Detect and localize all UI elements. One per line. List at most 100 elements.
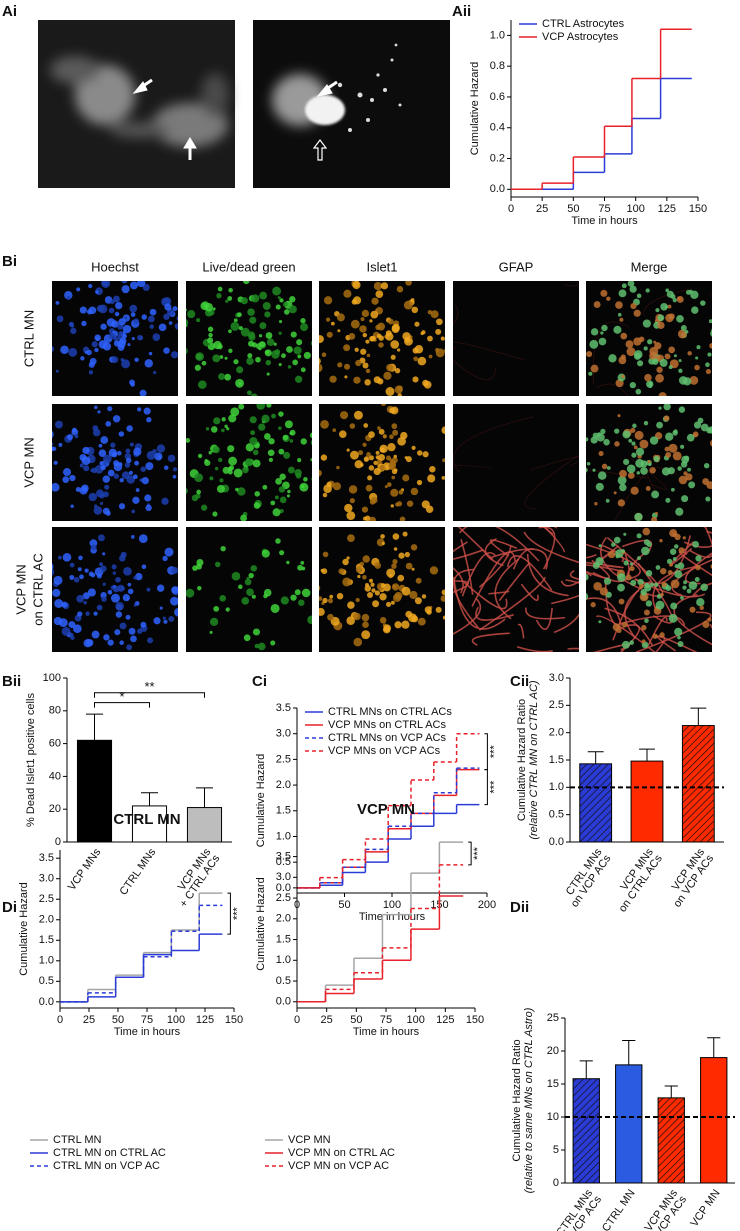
cell [320,420,329,429]
cell [430,310,439,319]
cell [654,511,659,516]
x-tick-label: 100 [626,203,644,215]
cell [196,318,201,323]
cell [668,346,676,354]
cell [643,420,649,426]
cell [319,612,320,616]
cell [714,605,723,614]
cell [601,463,608,470]
x-tick-label: 125 [436,1014,454,1026]
cell [247,353,253,359]
fiber [551,579,579,605]
cell [619,483,627,492]
cell [688,481,696,489]
cell [228,348,233,353]
cell [427,474,436,483]
cell [636,471,640,475]
cell [135,488,140,492]
cell [314,450,317,453]
cell [677,329,687,339]
cell [91,341,98,348]
cell [164,465,169,470]
cell [294,589,301,596]
cell [246,588,254,597]
cell [277,296,281,300]
cell [669,548,677,555]
cell [411,445,416,450]
cell [590,602,596,608]
row-label: VCP MN on CTRL AC [13,553,45,626]
y-tick-label: 1.0 [39,955,54,967]
cell [111,356,119,364]
cell [707,352,712,357]
cell [300,484,305,489]
cell [652,358,659,365]
cell [344,363,351,370]
cell [115,302,123,310]
cell [208,451,212,455]
cell [128,627,136,635]
cell [586,592,589,601]
cell [387,443,396,452]
cell [255,356,261,363]
cell [286,494,291,498]
cell [447,321,453,327]
cell [686,588,692,594]
cell [148,351,153,356]
cell [76,594,85,603]
cell [367,475,373,481]
y-axis-label-line: (relative to same MNs on CTRL Astro) [523,1007,535,1193]
cell [640,460,648,468]
cell [625,574,632,581]
cell [642,319,651,328]
cell [102,552,106,556]
cell [375,450,380,455]
panel-label: Ai [2,3,17,20]
cell [106,318,116,327]
cell [187,310,196,319]
cell [311,477,312,481]
cell [99,501,104,505]
cells [186,538,312,651]
cell [195,352,204,361]
cell [204,302,213,312]
cell [444,348,445,353]
cell [681,495,689,503]
cell [442,615,445,620]
cell [293,346,302,355]
column-header: GFAP [499,259,534,274]
cell [323,296,333,305]
cell [361,309,370,318]
cell [390,504,394,508]
cell [660,567,667,575]
cell [665,313,674,323]
cell [627,281,635,287]
cell [133,318,139,324]
cell [380,583,386,588]
cell [297,458,302,463]
cell [665,432,674,441]
cell [126,644,133,651]
cell [613,536,621,544]
cell [186,347,188,355]
cell [205,427,210,431]
cell [228,469,233,475]
cell [228,414,237,423]
cell [279,473,286,480]
cell [132,496,140,504]
cell [248,333,256,341]
cell [329,375,337,383]
fiber [535,607,553,631]
cell [660,302,668,311]
cell [386,601,392,607]
cell-body [272,43,402,132]
cell [122,333,127,339]
cell [81,456,91,466]
cell [274,495,279,500]
legend-label: VCP MN on VCP AC [288,1160,389,1172]
cell [405,562,413,570]
row-label-line: VCP MN [13,564,28,614]
cell [315,434,318,437]
cell [216,484,225,493]
cell [590,436,598,444]
